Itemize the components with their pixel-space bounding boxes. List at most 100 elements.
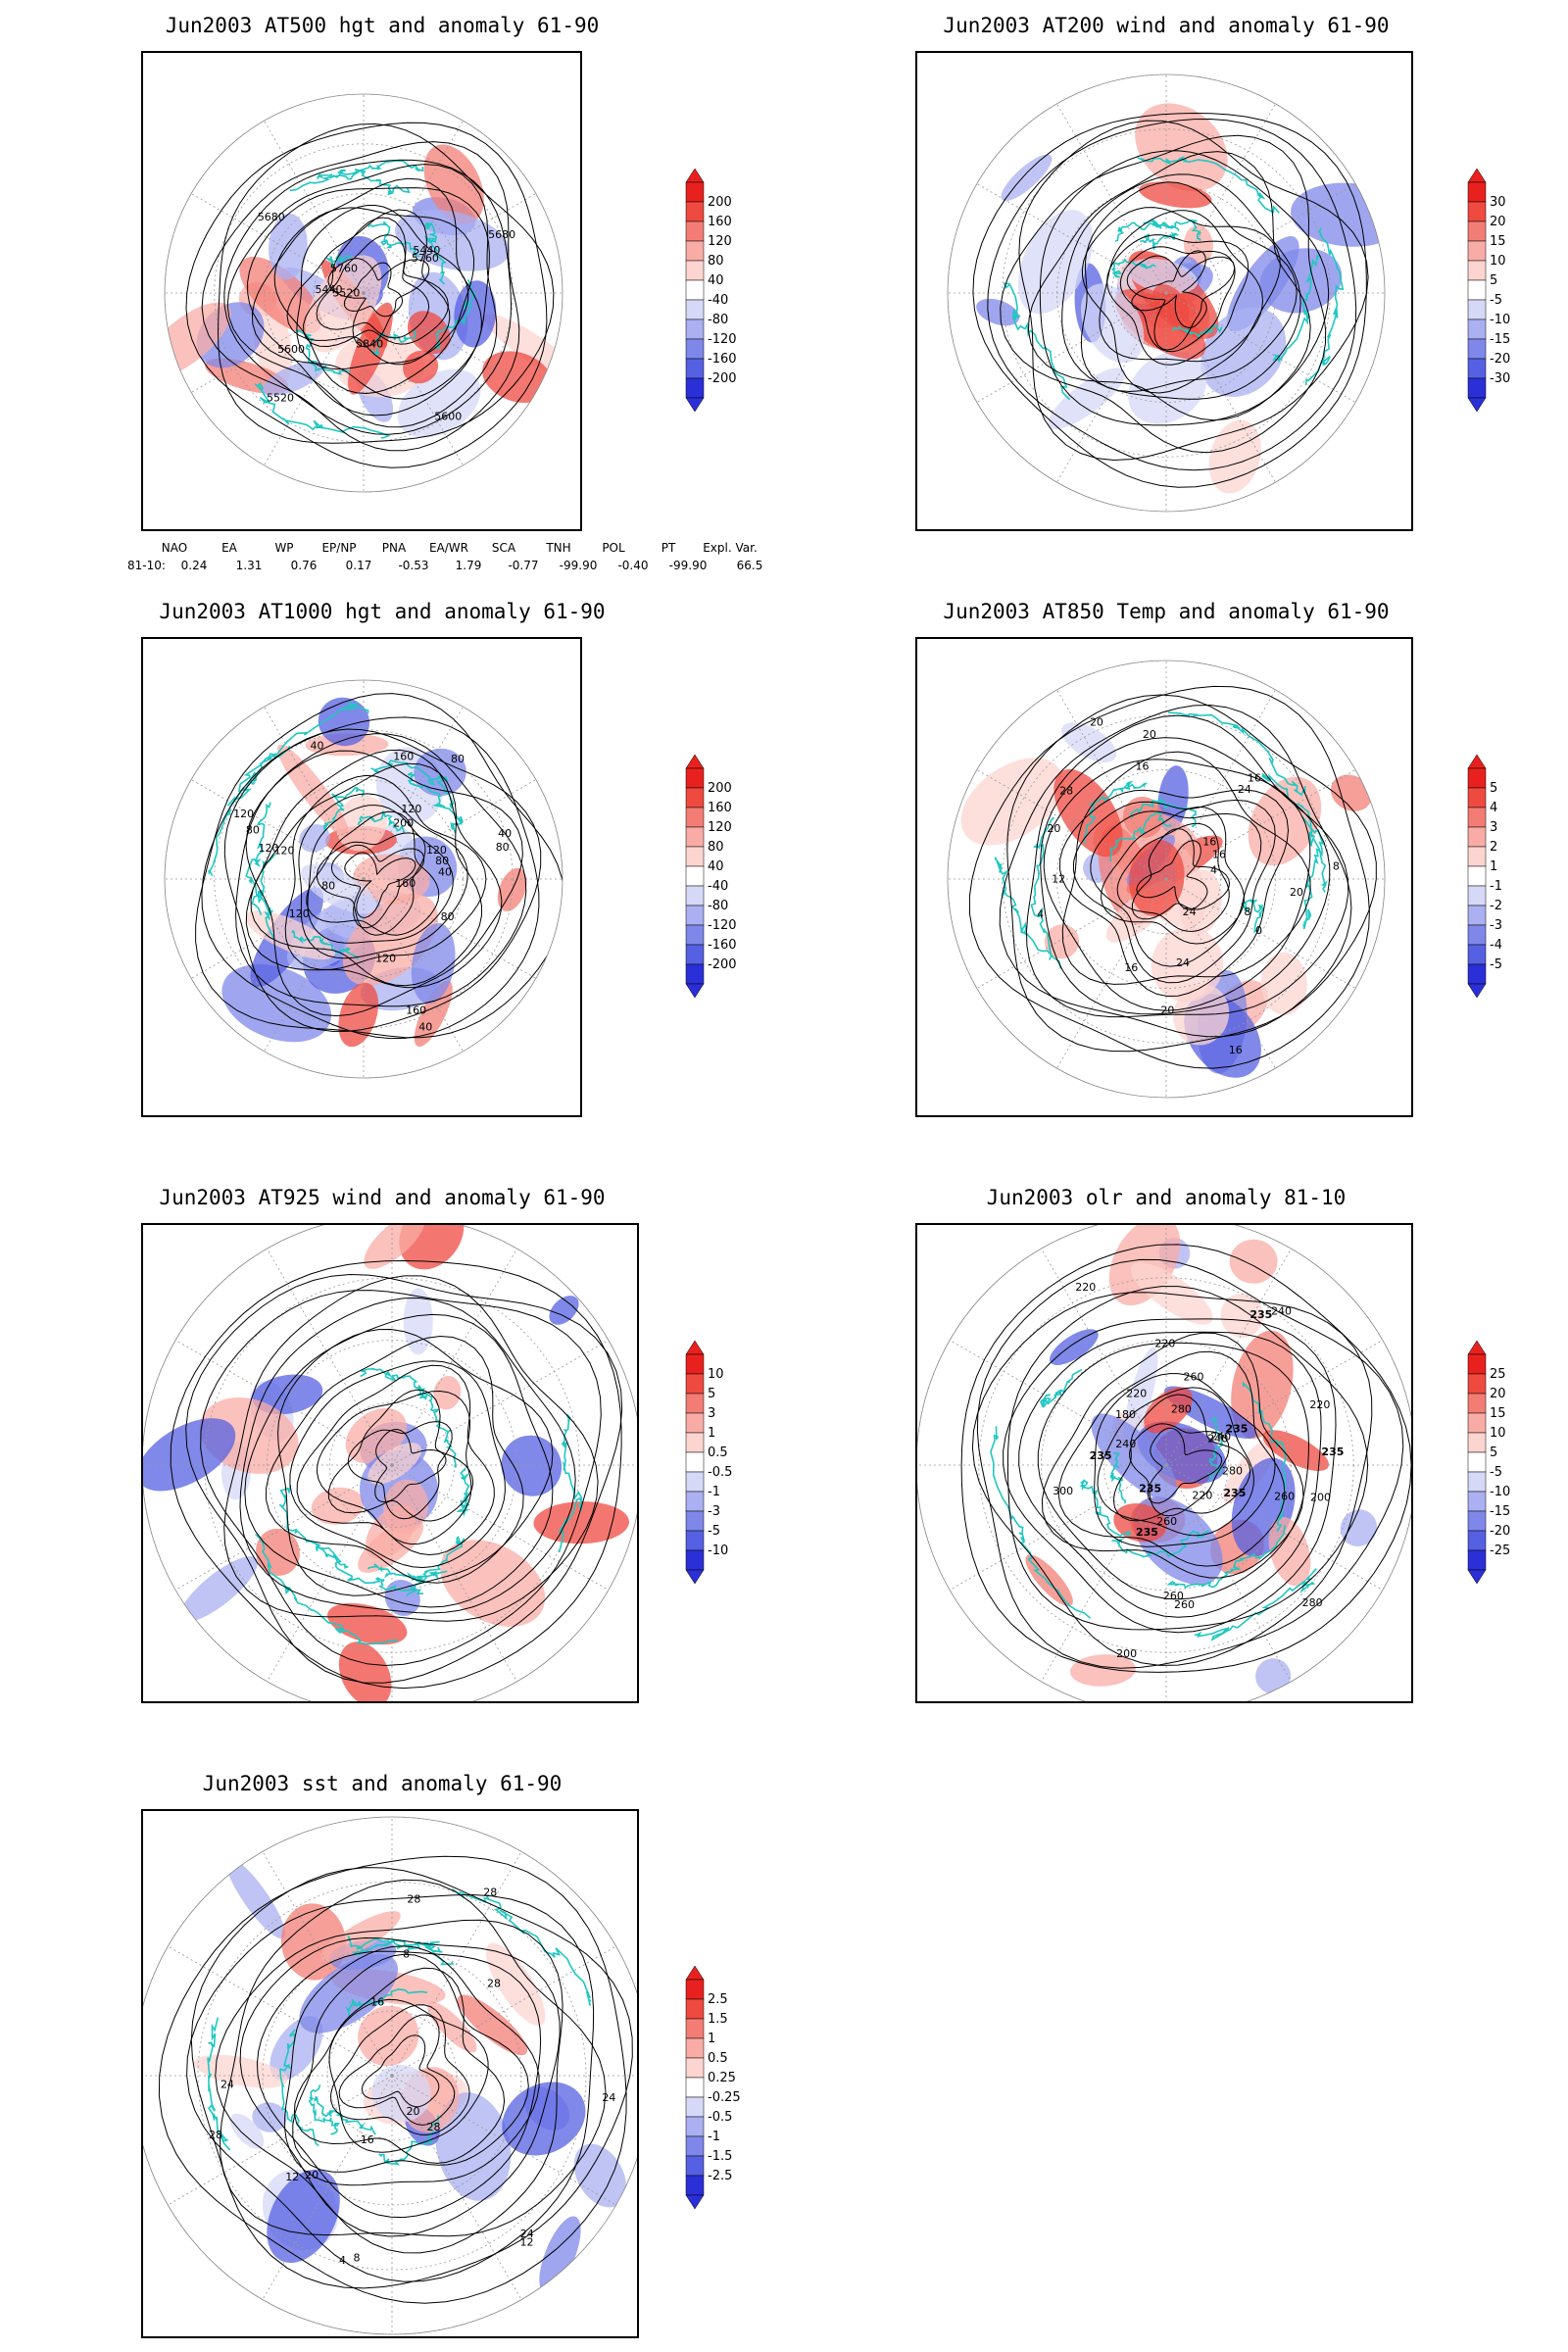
colorbar-segment	[685, 2116, 705, 2137]
colorbar-tick-label: -20	[1490, 352, 1510, 367]
colorbar-segment	[685, 1451, 705, 1473]
meridian-line	[264, 706, 365, 880]
colorbar-segment	[1467, 1412, 1487, 1434]
contour-line	[200, 1290, 602, 1667]
colorbar-tick-label: -2.5	[708, 2169, 732, 2183]
contour-label: 120	[289, 907, 310, 920]
colorbar-segment	[1467, 1530, 1487, 1551]
index-header: Expl. Var.	[703, 541, 758, 555]
coastline	[1172, 324, 1223, 341]
colorbar-tick-label: 30	[1490, 195, 1506, 210]
meridian-line	[264, 120, 365, 294]
contour-line	[327, 1389, 474, 1522]
latitude-circle	[328, 1401, 456, 1529]
colorbar-segment	[1467, 377, 1487, 399]
colorbar-tick-label: -120	[708, 918, 737, 933]
meridian-line	[1165, 878, 1356, 989]
colorbar-tick-label: -160	[708, 352, 737, 367]
colorbar-segment	[685, 1432, 705, 1453]
meridian-line	[1165, 769, 1356, 880]
coastline	[345, 1987, 428, 2018]
contour-label: 28	[483, 1886, 497, 1899]
contour-label: 16	[1124, 961, 1138, 974]
contour-line	[330, 844, 425, 929]
colorbar-segment	[1467, 767, 1487, 789]
index-value: 0.76	[290, 559, 318, 572]
meridian-line	[190, 878, 365, 979]
meridian-line	[264, 292, 365, 466]
contour-line	[1136, 840, 1208, 910]
contour-line	[251, 177, 482, 400]
index-header: EP/NP	[321, 541, 357, 555]
anomaly-shading	[1114, 289, 1206, 360]
colorbar-segment	[685, 377, 705, 399]
index-value: -0.53	[398, 559, 429, 572]
colorbar-segment	[685, 1393, 705, 1414]
coastline	[456, 1466, 470, 1517]
contour-label: 260	[1156, 1515, 1177, 1528]
contour-label: 240	[1210, 1431, 1231, 1444]
contour-label: 5600	[277, 343, 305, 356]
meridian-line	[391, 1851, 522, 2077]
meridian-line	[1165, 103, 1276, 294]
panel-at500-hgt: Jun2003 AT500 hgt and anomaly 61-90 5760…	[137, 14, 764, 563]
map-frame: 280 260 240 235 235 260 220 240 235 260 235 220 200 2…	[915, 1223, 1413, 1703]
colorbar-tick-label: 3	[708, 1406, 715, 1421]
contour-label: 16	[1202, 836, 1216, 849]
colorbar-tick-label: -80	[708, 899, 728, 913]
contour-line	[307, 805, 454, 944]
colorbar-tick-label: 2.5	[708, 1992, 728, 2007]
colorbar-segment	[1467, 905, 1487, 926]
contour-label: 80	[321, 879, 335, 892]
contour-line	[201, 141, 520, 452]
contour-line	[1041, 1332, 1304, 1579]
colorbar-segment	[1467, 1471, 1487, 1493]
colorbar-segment	[685, 2077, 705, 2098]
colorbar-tick-label: -120	[708, 332, 737, 347]
meridian-line	[1165, 292, 1276, 483]
index-value: -99.90	[668, 559, 708, 572]
contour-label: 16	[370, 1996, 384, 2009]
anomaly-shading	[403, 1288, 433, 1355]
coastline	[1242, 1381, 1288, 1533]
contour-label: 5520	[332, 287, 360, 300]
colorbar-segment	[685, 318, 705, 340]
contour-label: 20	[305, 2169, 318, 2181]
colorbar-segment	[685, 2155, 705, 2177]
coastline	[1109, 1451, 1127, 1504]
contour-label: 160	[393, 751, 414, 763]
anomaly-shading	[1330, 774, 1372, 811]
contour-line	[999, 704, 1352, 1038]
meridian-line	[1056, 292, 1167, 483]
anomaly-shading	[262, 361, 325, 396]
contour-line	[1126, 255, 1236, 351]
panel-title: Jun2003 olr and anomaly 81-10	[986, 1186, 1347, 1209]
contour-line	[235, 733, 527, 1007]
colorbar-segment	[685, 1373, 705, 1395]
colorbar-segment	[1467, 1353, 1487, 1375]
polar-map	[947, 74, 1386, 513]
coastline	[322, 787, 366, 831]
contour-line	[1116, 822, 1230, 932]
coastline	[1261, 772, 1328, 893]
contour-label: 220	[1075, 1281, 1096, 1294]
contour-line	[1040, 737, 1331, 1015]
anomaly-shading	[435, 2092, 512, 2201]
colorbar-tick-label: -10	[1490, 313, 1510, 327]
colorbar-segment	[1467, 1393, 1487, 1414]
anomaly-shading	[256, 1528, 300, 1576]
colorbar-tick-label: 200	[708, 195, 732, 210]
anomaly-shading	[502, 2082, 586, 2156]
colorbar-tick-label: -25	[1490, 1544, 1510, 1558]
contour-label: 40	[418, 1020, 432, 1033]
panel-at850-temp: Jun2003 AT850 Temp and anomaly 61-90 16 1…	[911, 600, 1539, 1149]
contour-line	[170, 1259, 622, 1690]
contour-label: 120	[258, 842, 278, 855]
anomaly-shading	[1260, 952, 1307, 1015]
colorbar-arrow-top	[1467, 754, 1487, 769]
index-header: PNA	[381, 541, 407, 555]
colorbar: 5 4 3 2 1 -1 -2 -3 -4 -5	[1460, 754, 1519, 1031]
colorbar-segment	[1467, 220, 1487, 242]
colorbar-tick-label: -3	[1490, 918, 1502, 933]
contour-line	[1061, 751, 1311, 985]
